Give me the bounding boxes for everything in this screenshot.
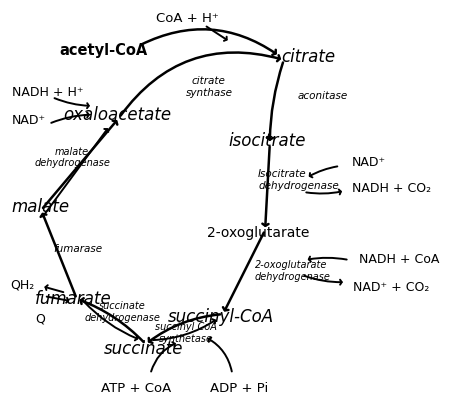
Text: succinate: succinate [103,339,183,357]
Text: malate
dehydrogenase: malate dehydrogenase [34,146,110,168]
Text: NADH + H⁺: NADH + H⁺ [12,86,83,99]
Text: 2-oxoglutarate
dehydrogenase: 2-oxoglutarate dehydrogenase [255,260,331,281]
Text: NAD⁺: NAD⁺ [352,156,386,169]
Text: ATP + CoA: ATP + CoA [101,381,172,394]
Text: NAD⁺ + CO₂: NAD⁺ + CO₂ [353,280,429,293]
Text: oxaloacetate: oxaloacetate [64,106,172,124]
Text: fumarate: fumarate [35,290,111,307]
Text: NAD⁺: NAD⁺ [12,114,46,127]
Text: ADP + Pi: ADP + Pi [210,381,268,394]
Text: isocitrate: isocitrate [228,132,306,149]
Text: acetyl-CoA: acetyl-CoA [59,43,147,58]
Text: NADH + CoA: NADH + CoA [359,252,439,265]
Text: succinyl CoA
synthetase: succinyl CoA synthetase [155,321,217,343]
Text: malate: malate [11,198,69,215]
Text: citrate
synthase: citrate synthase [185,76,232,98]
Text: succinate
dehydrogenase: succinate dehydrogenase [84,301,160,322]
Text: 2-oxoglutarate: 2-oxoglutarate [207,226,309,239]
Text: succinyl-CoA: succinyl-CoA [167,307,273,325]
Text: CoA + H⁺: CoA + H⁺ [156,12,219,25]
Text: QH₂: QH₂ [10,278,35,291]
Text: citrate: citrate [282,48,336,66]
Text: aconitase: aconitase [298,91,348,101]
Text: Q: Q [36,312,45,325]
Text: Isocitrate
dehydrogenase: Isocitrate dehydrogenase [258,168,339,190]
Text: NADH + CO₂: NADH + CO₂ [352,182,431,195]
Text: fumarase: fumarase [54,243,102,254]
